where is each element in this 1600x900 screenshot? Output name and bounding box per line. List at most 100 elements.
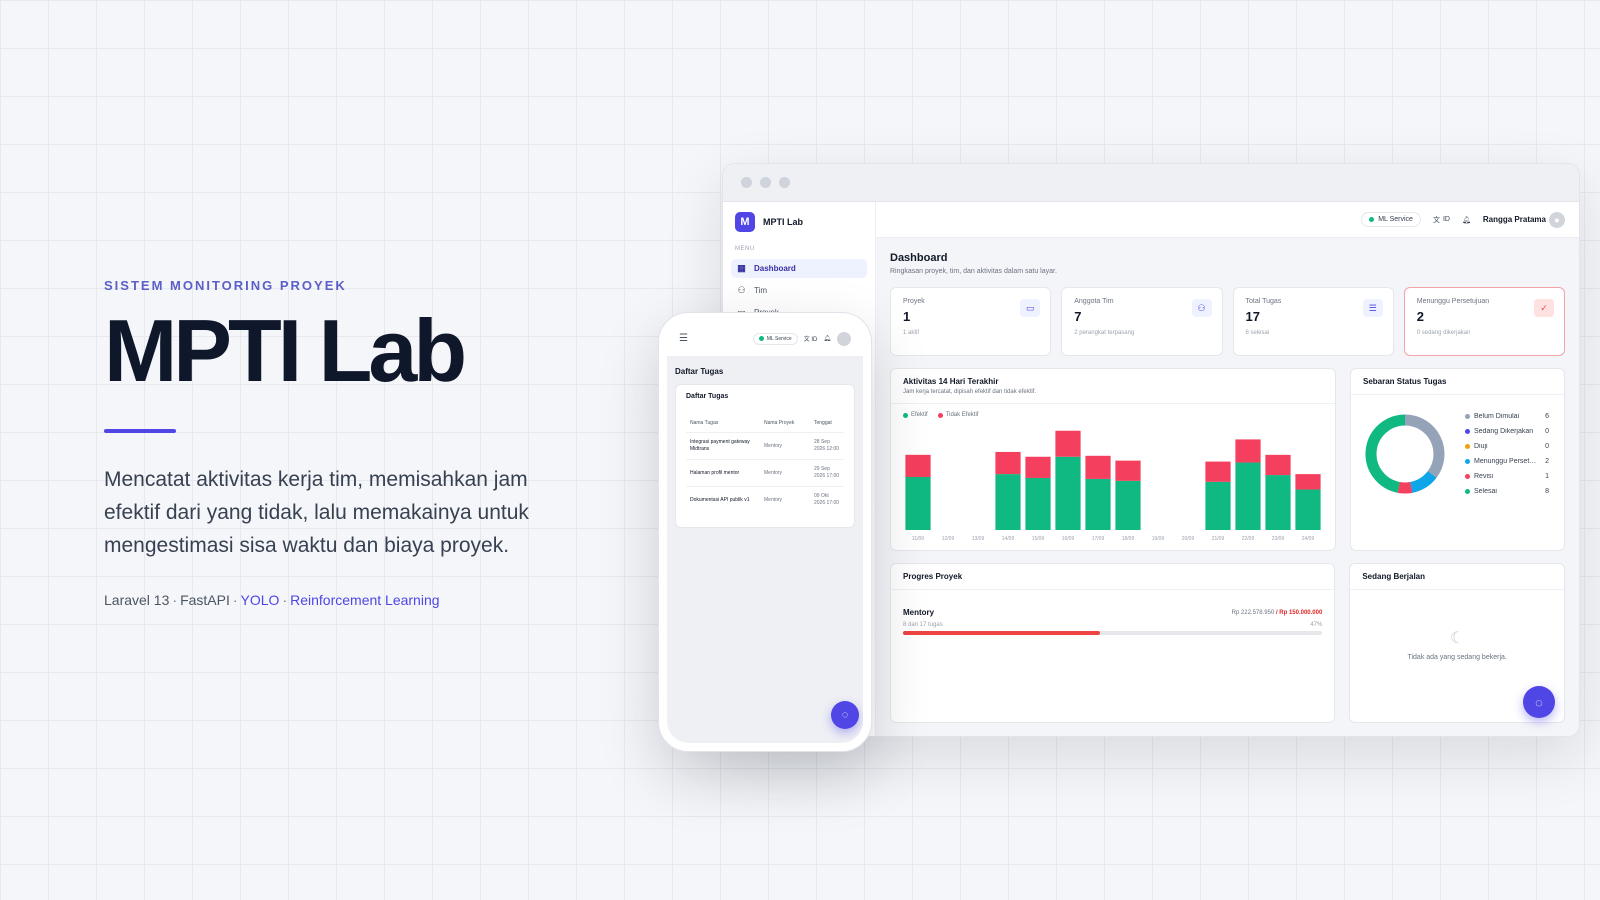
stat-value: 17 [1245,309,1260,324]
column-header[interactable]: Tenggat [810,414,844,433]
window-dot[interactable] [741,177,752,188]
status-legend-item[interactable]: Revisi 1 [1465,469,1549,484]
bar-segment [1235,439,1261,463]
check-icon: ✓ [1534,299,1554,317]
users-icon: ⚇ [1191,299,1212,317]
empty-state: ☾ Tidak ada yang sedang bekerja. [1350,628,1564,661]
table-row[interactable]: Halaman profil mentor Mentory 29 Sep 202… [686,459,844,487]
status-legend-item[interactable]: Sedang Dikerjakan 0 [1465,424,1549,439]
grid-icon: ▦ [737,263,746,273]
ml-service-status[interactable]: ML Service [752,332,798,345]
x-tick-label: 23/09 [1272,536,1285,542]
task-table: Nama Tugas Nama Proyek Tenggat Integrasi… [686,414,844,513]
language-switcher[interactable]: 文 ID [803,337,818,343]
bell-icon: 🔔︎ [1461,216,1471,224]
activity-title: Aktivitas 14 Hari Terakhir [903,377,999,386]
column-header[interactable]: Nama Tugas [686,414,760,433]
status-legend-item[interactable]: Diuji 0 [1465,439,1549,454]
chat-icon: ◌ [841,709,849,721]
users-icon: ⚇ [737,285,746,295]
chat-button[interactable]: ◌ [1523,686,1555,718]
project-cost: Rp 222.578.950 / Rp 150.000.000 [1231,609,1323,616]
stat-card-anggota[interactable]: Anggota Tim 7 2 perangkat terpasang ⚇ [1061,287,1223,356]
language-switcher[interactable]: 文 ID [1433,215,1450,225]
list-icon: ☰ [1362,299,1383,317]
x-tick-label: 22/09 [1242,536,1255,542]
tech-item: YOLO [240,592,280,608]
user-name: Rangga Pratama [1482,215,1546,224]
activity-bar-chart: 11/09 12/09 13/09 14/09 15/09 16/09 17/09 18/09… [905,430,1321,542]
bar-segment [1295,489,1321,530]
bottom-row: Progres Proyek Mentory Rp 222.578.950 / … [890,563,1565,723]
stat-label: Total Tugas [1245,298,1282,305]
legend-item[interactable]: Tidak Efektif [937,412,978,418]
logo-icon: M [735,212,755,232]
mobile-mockup: ☰ ML Service 文 ID 🔔︎ Daftar Tugas Daftar… [658,312,872,752]
column-header[interactable]: Nama Proyek [760,414,810,433]
avatar[interactable] [837,331,851,346]
window-dot[interactable] [760,177,771,188]
project-progress[interactable]: Mentory Rp 222.578.950 / Rp 150.000.000 … [891,590,1334,653]
stat-card-tugas[interactable]: Total Tugas 17 8 selesai ☰ [1232,287,1394,356]
stat-sub: 1 aktif [903,330,920,336]
status-legend-item[interactable]: Selesai 8 [1465,484,1549,499]
bar-segment [1115,480,1141,530]
charts-row: Aktivitas 14 Hari Terakhir Jam kerja ter… [890,368,1565,551]
x-tick-label: 20/09 [1182,536,1195,542]
stat-card-persetujuan[interactable]: Menunggu Persetujuan 2 0 sedang dikerjak… [1403,287,1565,356]
ml-service-status[interactable]: ML Service [1361,212,1421,227]
mobile-topbar: ☰ ML Service 文 ID 🔔︎ [667,321,863,357]
stat-label: Anggota Tim [1074,298,1114,305]
bar-segment [1025,456,1051,478]
x-tick-label: 17/09 [1092,536,1105,542]
window-dot[interactable] [779,177,790,188]
x-tick-label: 11/09 [912,536,924,542]
legend-item[interactable]: Efektif [903,412,928,418]
sidebar-item-dashboard[interactable]: ▦ Dashboard [731,259,867,278]
sidebar-item-tim[interactable]: ⚇ Tim [731,281,867,300]
brand[interactable]: M MPTI Lab [723,202,875,242]
sidebar-item-label: Tim [754,286,768,295]
status-legend: Belum Dimulai 6 Sedang Dikerjakan 0 Diuji 0… [1465,409,1549,499]
bar-segment [905,454,931,477]
running-title: Sedang Berjalan [1362,572,1426,581]
bar-segment [1295,474,1321,490]
stat-sub: 2 perangkat terpasang [1074,330,1135,336]
status-donut-chart [1365,414,1445,494]
ml-service-label: ML Service [1378,216,1413,223]
moon-icon: ☾ [1449,630,1465,647]
activity-card: Aktivitas 14 Hari Terakhir Jam kerja ter… [890,368,1336,551]
notification-button[interactable]: 🔔︎ [1462,216,1471,224]
progress-card: Progres Proyek Mentory Rp 222.578.950 / … [890,563,1336,723]
bar-segment [995,451,1021,475]
stat-label: Proyek [903,298,925,305]
stats-row: Proyek 1 1 aktif ▭ Anggota Tim 7 2 peran… [890,287,1565,356]
donut-slice [1397,481,1413,494]
task-name: Halaman profil mentor [686,459,760,487]
status-dot-icon [758,336,764,341]
stat-value: 7 [1074,309,1082,324]
bell-icon[interactable]: 🔔︎ [823,336,831,342]
status-legend-item[interactable]: Belum Dimulai 6 [1465,409,1549,424]
chat-button[interactable]: ◌ [831,701,859,729]
progress-bar-fill [903,631,1101,635]
stat-value: 1 [903,309,911,324]
table-row[interactable]: Dokumentasi API publik v1 Mentory 09 Okt… [686,487,844,514]
user-menu[interactable]: Rangga Pratama ● [1482,211,1565,228]
stat-card-proyek[interactable]: Proyek 1 1 aktif ▭ [890,287,1052,356]
progress-title: Progres Proyek [903,572,963,581]
bar-segment [1265,475,1291,530]
activity-subtitle: Jam kerja tercatat, dipisah efektif dan … [903,389,1037,395]
bar-segment [1205,481,1231,530]
due-date: 29 Sep 2026 17:00 [810,459,844,487]
task-name: Integrasi payment gateway Midtrans [686,432,760,460]
translate-icon: 文 [1432,216,1440,224]
menu-icon[interactable]: ☰ [679,333,688,344]
table-row[interactable]: Integrasi payment gateway Midtrans Mento… [686,432,844,460]
main-content: Dashboard Ringkasan proyek, tim, dan akt… [876,238,1579,736]
project-name: Mentory [760,432,810,460]
chat-icon: ◌ [1535,694,1543,710]
menu-label: MENU [735,246,755,252]
task-list-title: Daftar Tugas [686,393,729,400]
